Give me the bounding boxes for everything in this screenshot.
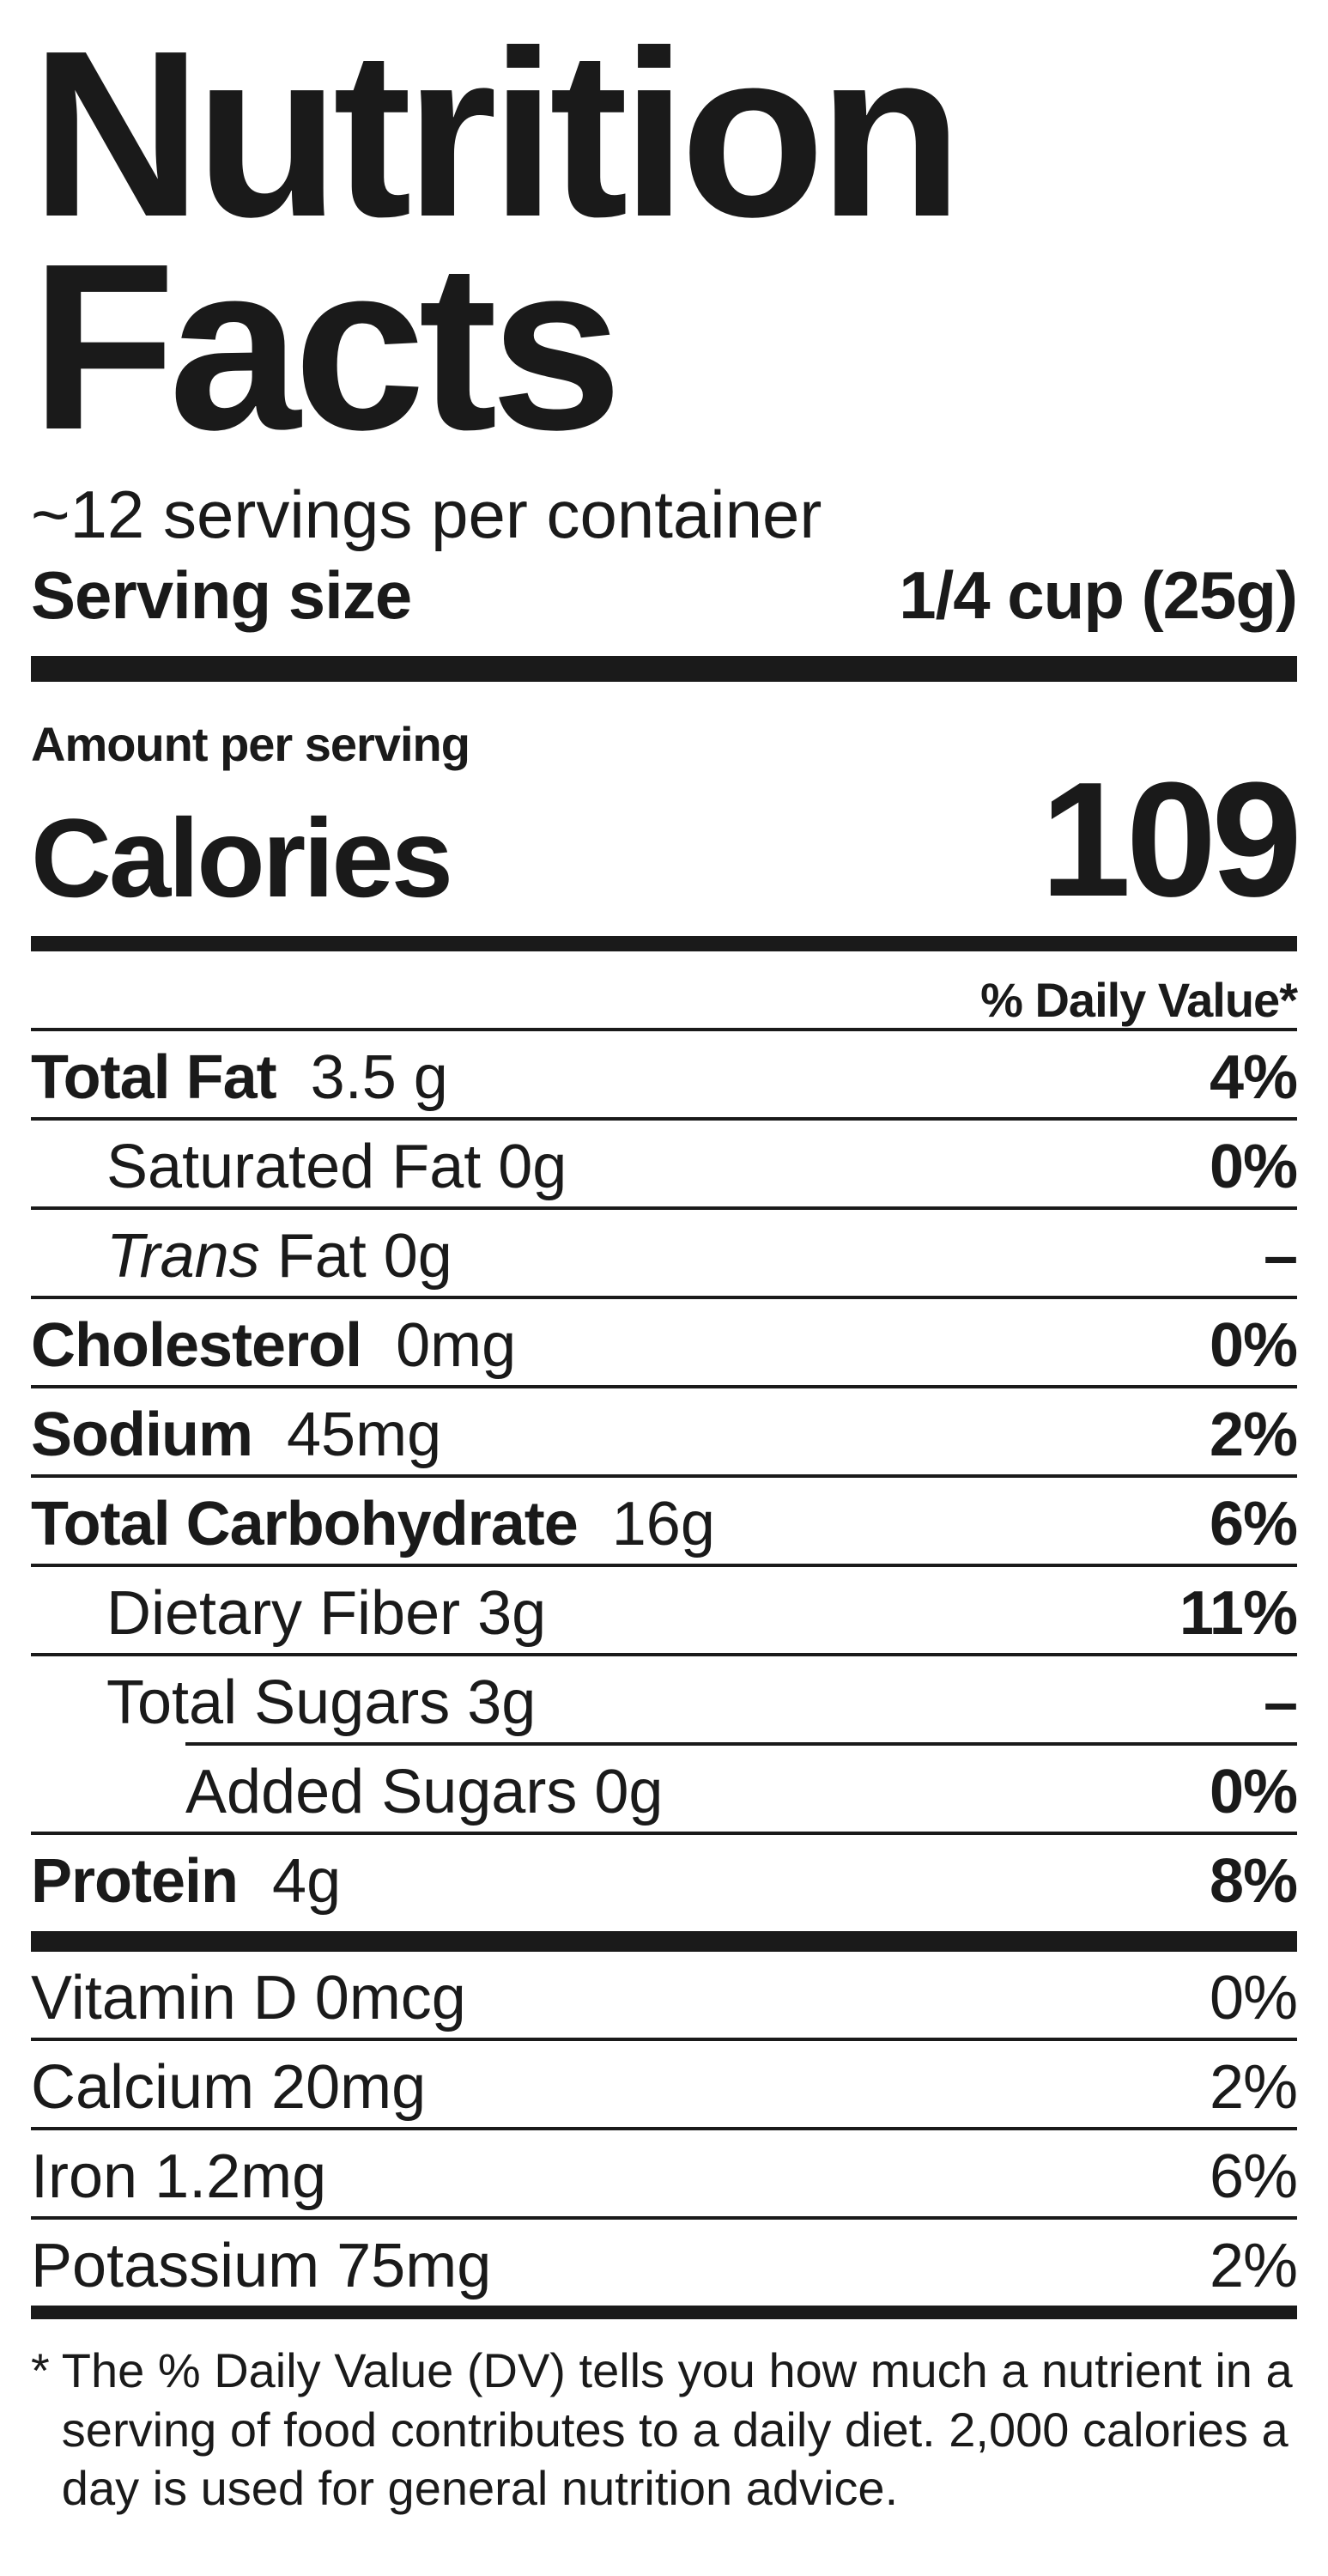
nutrient-dv: 0% <box>1210 1761 1297 1823</box>
nutrient-row: Added Sugars 0g 0% <box>31 1746 1297 1832</box>
nutrient-row: Sodium 45mg 2% <box>31 1388 1297 1474</box>
nutrient-name: Dietary Fiber 3g <box>106 1583 546 1644</box>
nutrient-name: Protein 4g <box>31 1850 341 1912</box>
nutrient-dv: – <box>1264 1672 1297 1734</box>
nutrient-dv: 0% <box>1210 1315 1297 1376</box>
nutrient-dv: 4% <box>1210 1047 1297 1109</box>
vitamin-row: Iron 1.2mg 6% <box>31 2130 1297 2216</box>
medium-rule <box>31 1931 1297 1952</box>
vitamin-name: Iron 1.2mg <box>31 2146 326 2208</box>
vitamin-row: Calcium 20mg 2% <box>31 2041 1297 2127</box>
vitamin-row: Vitamin D 0mcg 0% <box>31 1952 1297 2038</box>
thick-rule <box>31 656 1297 682</box>
vitamin-row: Potassium 75mg 2% <box>31 2220 1297 2306</box>
nutrient-name: Total Carbohydrate 16g <box>31 1493 715 1555</box>
vitamin-name: Calcium 20mg <box>31 2057 426 2118</box>
footnote-asterisk: * <box>31 2342 50 2518</box>
nutrient-name: Saturated Fat 0g <box>106 1136 567 1198</box>
nutrient-name: Cholesterol 0mg <box>31 1315 516 1376</box>
daily-value-header: % Daily Value* <box>31 972 1297 1028</box>
calories-value: 109 <box>1040 767 1297 914</box>
nutrient-dv: 6% <box>1210 1493 1297 1555</box>
title: Nutrition Facts <box>31 27 1297 454</box>
nutrient-dv: – <box>1264 1225 1297 1287</box>
vitamin-name: Vitamin D 0mcg <box>31 1967 466 2029</box>
nutrient-row: Total Carbohydrate 16g 6% <box>31 1478 1297 1564</box>
vitamin-section: Vitamin D 0mcg 0% Calcium 20mg 2% Iron 1.2mg… <box>31 1952 1297 2306</box>
vitamin-name: Potassium 75mg <box>31 2235 491 2297</box>
calories-row: Calories 109 <box>31 767 1297 914</box>
nutrient-row: Total Fat 3.5 g 4% <box>31 1031 1297 1117</box>
nutrient-dv: 8% <box>1210 1850 1297 1912</box>
nutrient-name: Trans Fat 0g <box>106 1225 452 1287</box>
nutrient-dv: 2% <box>1210 1404 1297 1466</box>
medium-rule-bottom <box>31 2306 1297 2319</box>
nutrient-row: Total Sugars 3g – <box>31 1656 1297 1742</box>
serving-size-label: Serving size <box>31 559 411 633</box>
vitamin-dv: 6% <box>1210 2146 1297 2208</box>
nutrient-row: Trans Fat 0g – <box>31 1210 1297 1296</box>
nutrient-section: Total Fat 3.5 g 4% Saturated Fat 0g 0% Trans… <box>31 1031 1297 1952</box>
nutrient-row: Saturated Fat 0g 0% <box>31 1121 1297 1206</box>
footnote-text: The % Daily Value (DV) tells you how muc… <box>62 2342 1297 2518</box>
nutrient-row: Protein 4g 8% <box>31 1835 1297 1921</box>
medium-rule <box>31 936 1297 951</box>
nutrient-row: Cholesterol 0mg 0% <box>31 1299 1297 1385</box>
nutrient-name: Added Sugars 0g <box>185 1761 663 1823</box>
nutrient-dv: 0% <box>1210 1136 1297 1198</box>
footnote: * The % Daily Value (DV) tells you how m… <box>31 2342 1297 2518</box>
vitamin-dv: 0% <box>1210 1967 1297 2029</box>
serving-size-value: 1/4 cup (25g) <box>899 559 1297 633</box>
nutrient-dv: 11% <box>1179 1583 1297 1644</box>
vitamin-dv: 2% <box>1210 2235 1297 2297</box>
nutrient-name: Total Fat 3.5 g <box>31 1047 448 1109</box>
servings-per-container: ~12 servings per container <box>31 478 1297 552</box>
nutrient-name: Sodium 45mg <box>31 1404 441 1466</box>
serving-size-row: Serving size 1/4 cup (25g) <box>31 559 1297 633</box>
nutrient-name: Total Sugars 3g <box>106 1672 536 1734</box>
nutrition-facts-label: Nutrition Facts ~12 servings per contain… <box>0 0 1328 2549</box>
calories-label: Calories <box>31 802 451 914</box>
nutrient-row: Dietary Fiber 3g 11% <box>31 1567 1297 1653</box>
vitamin-dv: 2% <box>1210 2057 1297 2118</box>
